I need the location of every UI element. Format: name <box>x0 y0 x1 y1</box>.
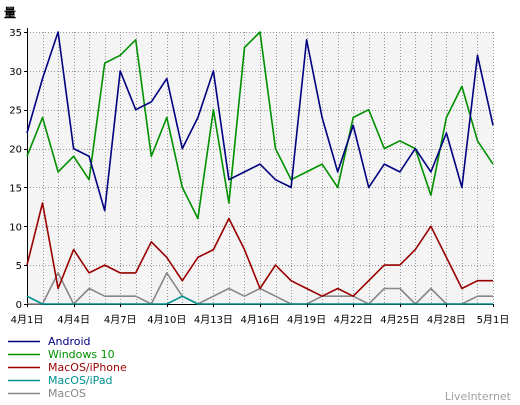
legend-item-windows-10: Windows 10 <box>8 348 115 361</box>
y-tick-label: 35 <box>9 28 22 39</box>
x-tick-label: 4月13日 <box>194 314 233 326</box>
legend-item-macos-iphone: MacOS/iPhone <box>8 361 127 374</box>
grid <box>27 32 494 304</box>
y-tick-label: 5 <box>16 261 22 272</box>
x-tick-label: 5月1日 <box>477 314 510 326</box>
y-tick-label: 20 <box>9 145 22 156</box>
x-axis-ticks: 4月1日 4月4日 4月7日 4月10日 4月13日 4月16日 4月19日 4月22日 4月2… <box>11 304 510 326</box>
legend-label: MacOS <box>48 387 86 400</box>
series-line-macos-iphone <box>26 202 493 298</box>
y-tick-label: 10 <box>9 222 22 233</box>
y-tick-label: 30 <box>9 67 22 78</box>
x-tick-label: 4月16日 <box>240 314 279 326</box>
x-tick-label: 4月22日 <box>334 314 373 326</box>
y-tick-label: 15 <box>9 183 22 194</box>
legend-label: Android <box>48 335 91 348</box>
legend-item-android: Android <box>8 335 91 348</box>
x-tick-label: 4月10日 <box>147 314 186 326</box>
y-axis-ticks: 0 5 10 15 20 25 30 35 <box>9 28 27 311</box>
y-axis-label: 量 <box>4 6 16 20</box>
y-tick-label: 25 <box>9 106 22 117</box>
x-tick-label: 4月28日 <box>427 314 466 326</box>
x-tick-label: 4月1日 <box>11 314 44 326</box>
series-line-android <box>26 31 494 212</box>
x-tick-label: 4月19日 <box>287 314 326 326</box>
legend-label: MacOS/iPad <box>48 374 113 387</box>
x-tick-label: 4月7日 <box>104 314 137 326</box>
legend-item-macos: MacOS <box>8 387 86 400</box>
x-tick-label: 4月25日 <box>380 314 419 326</box>
y-tick-label: 0 <box>16 300 22 311</box>
x-tick-label: 4月4日 <box>57 314 90 326</box>
legend-label: Windows 10 <box>48 348 115 361</box>
watermark-label: LiveInternet <box>445 390 512 403</box>
legend-item-macos-ipad: MacOS/iPad <box>8 374 113 387</box>
legend-label: MacOS/iPhone <box>48 361 127 374</box>
